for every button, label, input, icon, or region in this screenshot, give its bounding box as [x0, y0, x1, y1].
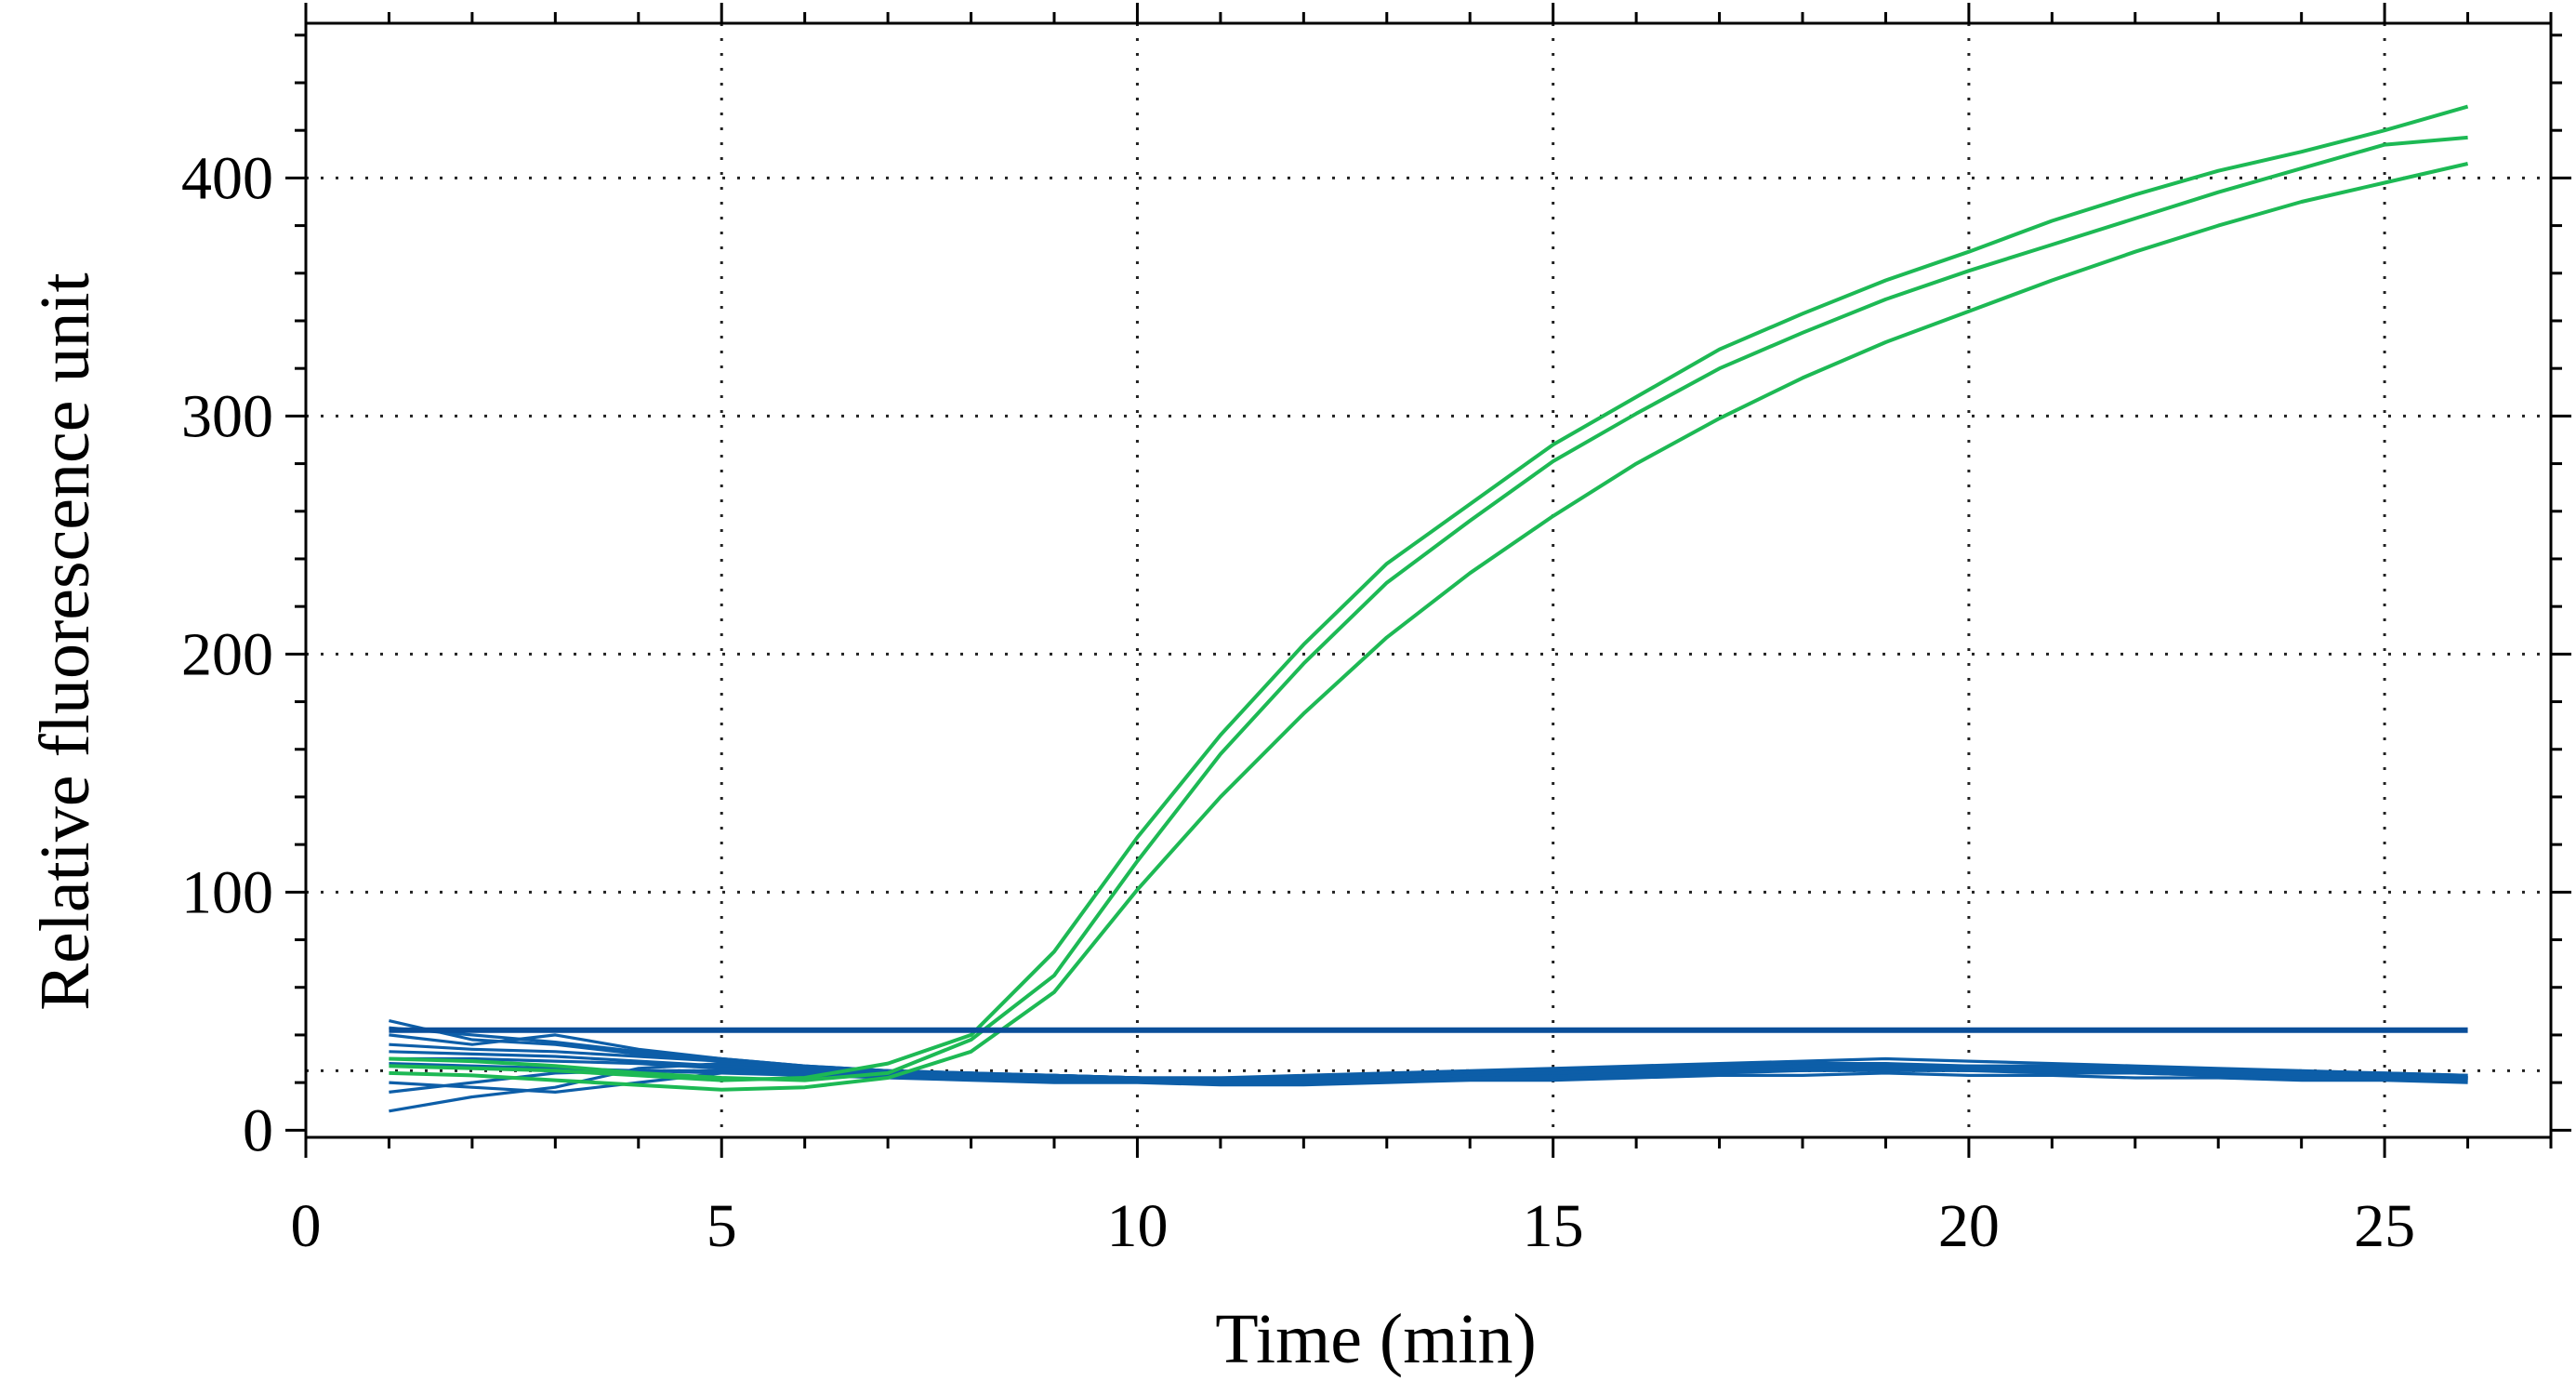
series-lines: [389, 104, 2469, 1113]
y-tick-label: 200: [181, 620, 273, 688]
y-tick-label: 100: [181, 858, 273, 926]
y-axis-title: Relative fluorescence unit: [26, 272, 104, 1010]
x-tick-label: 10: [1106, 1192, 1168, 1260]
negative-sample-line: [389, 1026, 2468, 1082]
y-tick-label: 400: [181, 144, 273, 212]
x-axis-title: Time (min): [1215, 1300, 1537, 1378]
x-tick-label: 5: [707, 1192, 737, 1260]
x-tick-label: 15: [1523, 1192, 1584, 1260]
tick-labels: 0 5 10 15 20 25 0 100 200 300 400: [181, 144, 2415, 1260]
grid-lines: [306, 23, 2551, 1137]
y-tick-label: 0: [243, 1096, 273, 1164]
y-tick-label: 300: [181, 382, 273, 450]
positive-sample-line: [389, 135, 2468, 1082]
x-tick-label: 25: [2354, 1192, 2415, 1260]
x-tick-label: 0: [291, 1192, 322, 1260]
positive-sample-line: [389, 104, 2469, 1082]
positive-sample-line: [389, 162, 2469, 1092]
x-tick-label: 20: [1938, 1192, 2000, 1260]
axis-ticks: [285, 3, 2571, 1158]
plot-frame: [304, 21, 2553, 1139]
